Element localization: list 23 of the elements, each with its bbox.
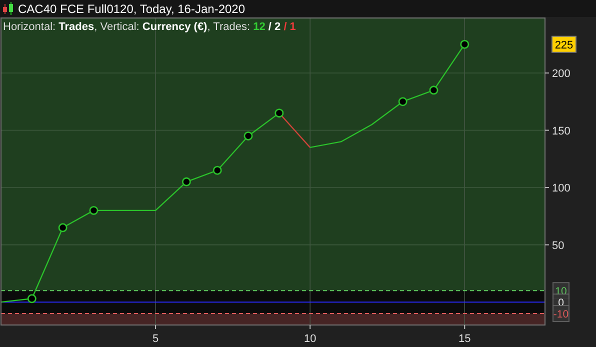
point xyxy=(460,40,470,49)
point xyxy=(274,108,284,118)
point xyxy=(244,131,253,140)
y-tick-label: 200 xyxy=(552,68,570,80)
x-tick-label: 15 xyxy=(458,333,471,345)
point xyxy=(212,166,222,175)
point xyxy=(398,97,408,106)
text: Horizontal: Trades, Vertical: Currency (€), Trades: 12 / 2 / 1 xyxy=(3,21,296,33)
y-tick-label: 150 xyxy=(552,125,570,138)
x-tick-label: 5 xyxy=(152,333,159,345)
point xyxy=(89,206,98,215)
y-tick-label: 50 xyxy=(552,240,564,252)
ref-line-label: -10 xyxy=(553,308,569,321)
ref-line-label: 0 xyxy=(558,297,564,310)
text: 225 xyxy=(554,39,574,52)
y-tick-label: 100 xyxy=(552,182,570,195)
point xyxy=(27,294,36,304)
ref-line-label: 10 xyxy=(555,286,567,298)
point xyxy=(429,86,438,95)
chart-title: CAC40 FCE Full0120, Today, 16-Jan-2020 xyxy=(18,2,246,16)
x-tick-label: 10 xyxy=(304,333,316,345)
point xyxy=(182,177,191,186)
point xyxy=(58,223,68,232)
